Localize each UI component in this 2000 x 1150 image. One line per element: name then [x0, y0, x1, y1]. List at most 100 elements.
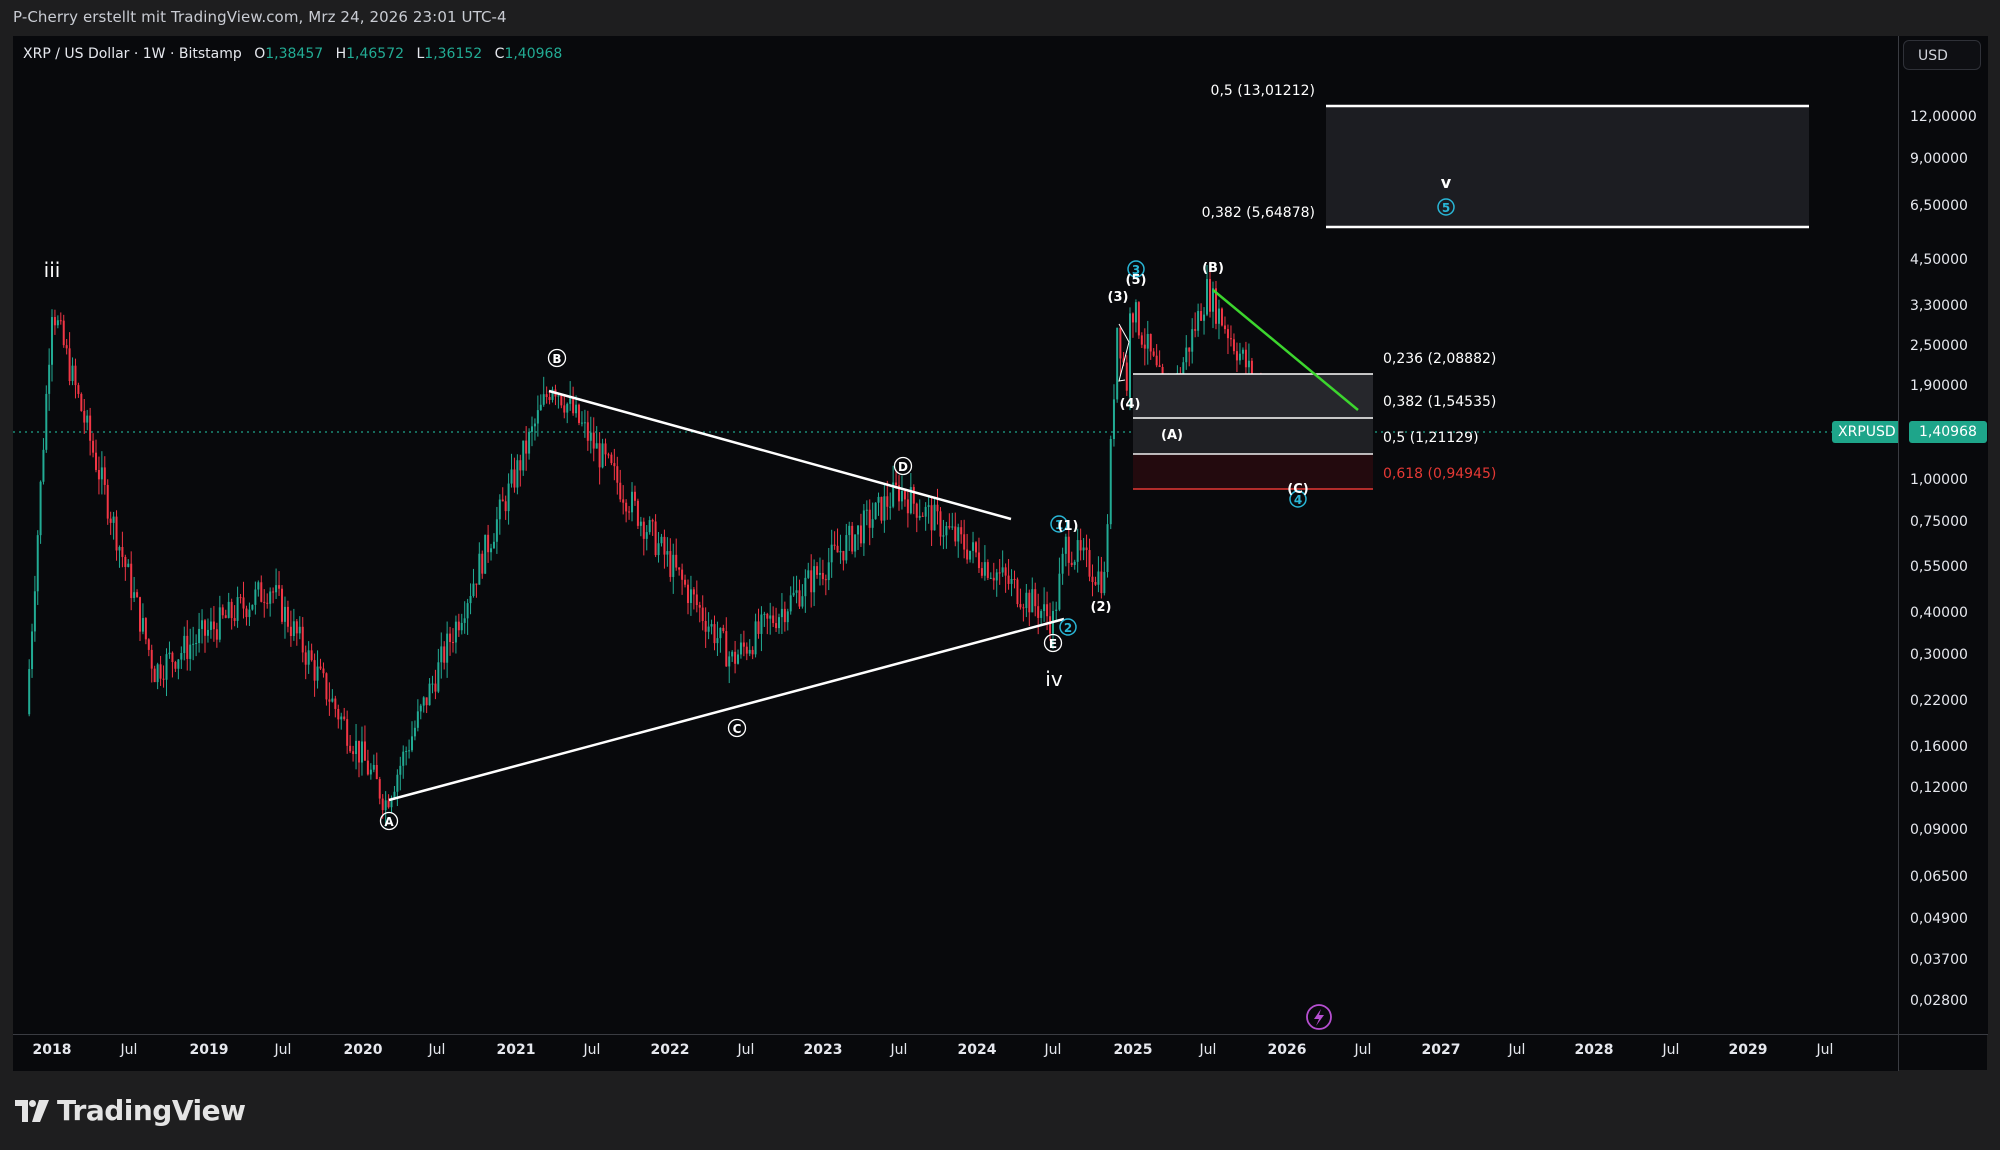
fib-zone-05-0618: [1133, 454, 1373, 489]
fib-label-0382: 0,382 (1,54535): [1383, 394, 1496, 410]
price-tick: 9,00000: [1910, 151, 1968, 167]
open-label: O: [254, 46, 266, 62]
time-tick: Jul: [274, 1042, 292, 1058]
price-tick: 0,30000: [1910, 647, 1968, 663]
wave-label-c-paren: (C): [1287, 482, 1308, 497]
last-price-tag: XRPUSD: [1832, 421, 1902, 443]
green-downtrend-line[interactable]: [1212, 289, 1359, 411]
attribution-header: P-Cherry erstellt mit TradingView.com, M…: [13, 8, 507, 26]
symbol-legend: XRP / US Dollar · 1W · Bitstamp O1,38457…: [23, 46, 562, 62]
tradingview-logo-icon: [15, 1099, 49, 1122]
price-axis[interactable]: [1898, 36, 1988, 1034]
price-tick: 0,16000: [1910, 739, 1968, 755]
time-tick: 2022: [650, 1042, 690, 1058]
fib-zone-0382-05: [1133, 418, 1373, 454]
wave-circle-1: 1: [1050, 515, 1068, 533]
time-tick: 2021: [496, 1042, 536, 1058]
fib-label-0618: 0,618 (0,94945): [1383, 466, 1496, 482]
time-tick: 2019: [189, 1042, 229, 1058]
time-tick: Jul: [1354, 1042, 1372, 1058]
time-tick: Jul: [1044, 1042, 1062, 1058]
price-tick: 1,00000: [1910, 472, 1968, 488]
time-tick: 2027: [1421, 1042, 1461, 1058]
price-tick: 0,22000: [1910, 693, 1968, 709]
time-tick: Jul: [120, 1042, 138, 1058]
price-chart-svg[interactable]: 0,5 (13,01212) 0,382 (5,64878) 0,236 (2,…: [13, 36, 1898, 1034]
price-tick: 12,00000: [1910, 109, 1977, 125]
open-value: 1,38457: [265, 46, 324, 62]
axis-corner: [1898, 1034, 1988, 1071]
candles: [28, 261, 1311, 827]
time-tick: Jul: [428, 1042, 446, 1058]
fib-label-0236: 0,236 (2,08882): [1383, 351, 1496, 367]
svg-text:A: A: [384, 815, 394, 829]
svg-text:5: 5: [1442, 201, 1450, 215]
price-tick: 0,12000: [1910, 780, 1968, 796]
wave-label-v: v: [1441, 173, 1452, 192]
triangle-lower-trendline[interactable]: [388, 617, 1065, 802]
chart-frame: 0,5 (13,01212) 0,382 (5,64878) 0,236 (2,…: [13, 36, 1988, 1071]
last-price-value-tag: 1,40968: [1909, 421, 1987, 443]
time-tick: 2025: [1113, 1042, 1153, 1058]
price-tick: 0,06500: [1910, 869, 1968, 885]
lightning-event-icon[interactable]: [1306, 1004, 1332, 1030]
price-tick: 4,50000: [1910, 252, 1968, 268]
chart-plot-area[interactable]: 0,5 (13,01212) 0,382 (5,64878) 0,236 (2,…: [13, 36, 1902, 1034]
svg-text:C: C: [733, 722, 742, 736]
triangle-label-a: A: [379, 811, 399, 831]
price-tick: 2,50000: [1910, 338, 1968, 354]
time-tick: 2026: [1267, 1042, 1307, 1058]
currency-button[interactable]: USD: [1903, 40, 1981, 70]
time-axis[interactable]: [13, 1034, 1898, 1071]
time-tick: Jul: [1508, 1042, 1526, 1058]
triangle-label-b: B: [547, 348, 567, 368]
fib-upper-label-1: 0,382 (5,64878): [1202, 205, 1315, 221]
svg-text:3: 3: [1132, 263, 1140, 277]
time-tick: 2020: [343, 1042, 383, 1058]
wave-label-3-paren: (3): [1108, 290, 1129, 305]
time-tick: 2028: [1574, 1042, 1614, 1058]
svg-text:E: E: [1049, 637, 1057, 651]
time-tick: Jul: [1816, 1042, 1834, 1058]
wave-label-5-paren: (5): [1126, 273, 1147, 288]
price-tick: 3,30000: [1910, 298, 1968, 314]
wave-label-iii: iii: [44, 258, 61, 282]
price-tick: 0,40000: [1910, 605, 1968, 621]
price-tick: 0,03700: [1910, 952, 1968, 968]
time-tick: 2018: [32, 1042, 72, 1058]
wave-circle-3: 3: [1127, 260, 1145, 278]
price-tick: 6,50000: [1910, 198, 1968, 214]
low-value: 1,36152: [424, 46, 483, 62]
svg-text:2: 2: [1064, 621, 1072, 635]
tradingview-logo[interactable]: TradingView: [15, 1094, 246, 1127]
time-tick: Jul: [1662, 1042, 1680, 1058]
minor-wave-sketch: [1118, 323, 1130, 382]
tradingview-brand-text: TradingView: [57, 1094, 246, 1127]
wave-label-iv: iv: [1045, 667, 1063, 691]
fib-target-zone: [1326, 106, 1809, 227]
wave-label-a-paren: (A): [1161, 428, 1183, 443]
time-tick: Jul: [583, 1042, 601, 1058]
svg-text:1: 1: [1055, 518, 1063, 532]
time-tick: 2029: [1728, 1042, 1768, 1058]
fib-zone-0236-0382: [1133, 374, 1373, 418]
fib-target-box[interactable]: 0,5 (13,01212) 0,382 (5,64878): [1202, 83, 1809, 229]
time-tick: 2024: [957, 1042, 997, 1058]
price-tick: 0,04900: [1910, 911, 1968, 927]
time-tick: Jul: [737, 1042, 755, 1058]
close-value: 1,40968: [504, 46, 563, 62]
last-price-value: 1,40968: [1909, 421, 1987, 443]
fib-label-05: 0,5 (1,21129): [1383, 430, 1479, 446]
triangle-upper-trendline[interactable]: [548, 389, 1012, 521]
fib-upper-label-0: 0,5 (13,01212): [1211, 83, 1315, 99]
price-tick: 1,90000: [1910, 378, 1968, 394]
symbol-description: XRP / US Dollar · 1W · Bitstamp: [23, 46, 242, 62]
wave-label-1-paren: (1): [1058, 519, 1079, 534]
wave-circle-2: 2: [1059, 618, 1077, 636]
price-tick: 0,09000: [1910, 822, 1968, 838]
wave-label-4-paren: (4): [1120, 397, 1141, 412]
triangle-label-c: C: [727, 718, 747, 738]
close-label: C: [494, 46, 505, 62]
price-tick: 0,55000: [1910, 559, 1968, 575]
fib-retracement[interactable]: 0,236 (2,08882) 0,382 (1,54535) 0,5 (1,2…: [1133, 351, 1496, 490]
